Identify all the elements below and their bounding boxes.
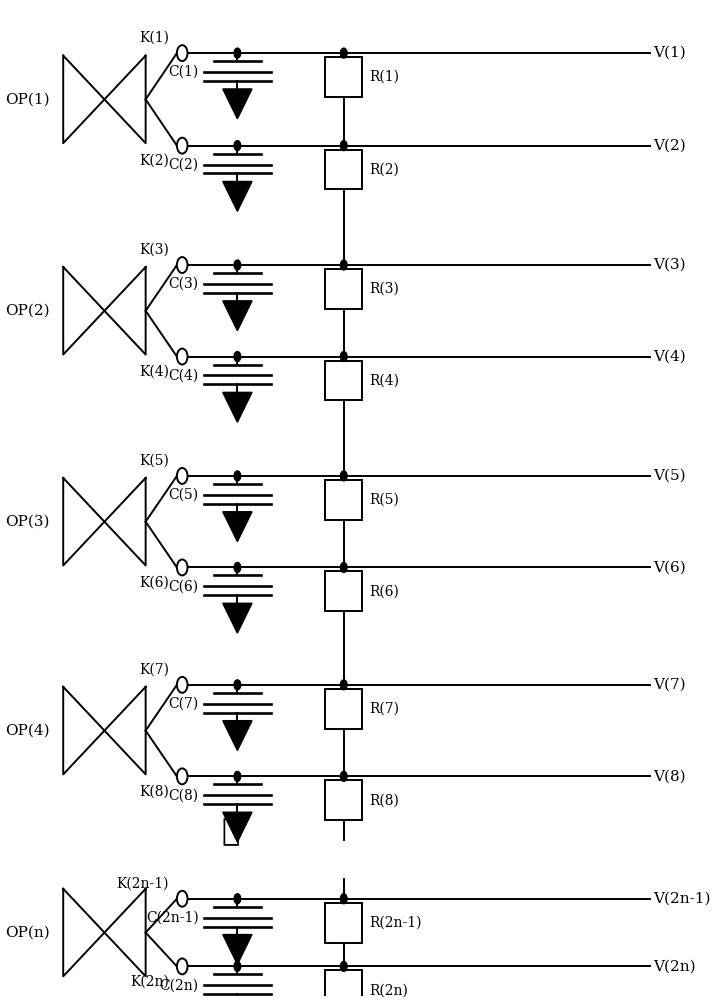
Circle shape <box>234 894 241 904</box>
Polygon shape <box>223 89 252 119</box>
Text: K(6): K(6) <box>139 575 169 589</box>
Circle shape <box>177 958 188 974</box>
Circle shape <box>234 141 241 151</box>
Text: V(2): V(2) <box>653 139 685 153</box>
Circle shape <box>234 48 241 58</box>
Circle shape <box>341 260 347 270</box>
Circle shape <box>341 141 347 151</box>
Text: C(3): C(3) <box>169 277 198 291</box>
Text: C(4): C(4) <box>169 368 198 382</box>
Text: V(8): V(8) <box>653 769 685 783</box>
Text: V(4): V(4) <box>653 350 685 364</box>
Bar <box>325 970 363 1000</box>
Polygon shape <box>223 603 252 633</box>
Circle shape <box>177 677 188 693</box>
Text: R(4): R(4) <box>369 373 399 387</box>
Text: R(7): R(7) <box>369 702 399 716</box>
Circle shape <box>234 680 241 690</box>
Text: C(2): C(2) <box>169 158 198 172</box>
Bar <box>325 689 363 729</box>
Polygon shape <box>223 721 252 751</box>
Text: C(8): C(8) <box>169 788 198 802</box>
Polygon shape <box>223 181 252 211</box>
Text: R(2): R(2) <box>369 163 399 177</box>
Text: R(6): R(6) <box>369 584 399 598</box>
Text: C(1): C(1) <box>169 65 198 79</box>
Bar <box>325 480 363 520</box>
Text: V(6): V(6) <box>653 560 685 574</box>
Text: R(2n-1): R(2n-1) <box>369 916 421 930</box>
Text: OP(n): OP(n) <box>5 926 49 940</box>
Circle shape <box>177 257 188 273</box>
Bar <box>325 903 363 943</box>
Circle shape <box>341 771 347 781</box>
Text: K(4): K(4) <box>139 365 169 379</box>
Circle shape <box>341 352 347 362</box>
Text: V(5): V(5) <box>653 469 685 483</box>
Circle shape <box>234 961 241 971</box>
Polygon shape <box>223 812 252 842</box>
Text: K(7): K(7) <box>139 663 169 677</box>
Circle shape <box>341 894 347 904</box>
Text: K(2n-1): K(2n-1) <box>116 877 169 891</box>
Text: K(2): K(2) <box>139 154 169 168</box>
Text: R(3): R(3) <box>369 282 399 296</box>
Text: V(2n): V(2n) <box>653 959 695 973</box>
Circle shape <box>177 891 188 907</box>
Polygon shape <box>223 392 252 422</box>
Circle shape <box>234 471 241 481</box>
Polygon shape <box>223 301 252 331</box>
Text: K(5): K(5) <box>139 454 169 468</box>
Text: V(2n-1): V(2n-1) <box>653 892 710 906</box>
Text: OP(2): OP(2) <box>5 304 49 318</box>
Circle shape <box>177 349 188 365</box>
Circle shape <box>234 562 241 572</box>
Polygon shape <box>223 935 252 964</box>
Text: K(8): K(8) <box>139 784 169 798</box>
Text: C(5): C(5) <box>169 488 198 502</box>
Circle shape <box>341 471 347 481</box>
Circle shape <box>234 352 241 362</box>
Circle shape <box>177 138 188 154</box>
Circle shape <box>234 771 241 781</box>
Bar <box>325 269 363 309</box>
Polygon shape <box>223 512 252 542</box>
Circle shape <box>177 768 188 784</box>
Text: K(3): K(3) <box>139 243 169 257</box>
Bar <box>325 57 363 97</box>
Text: V(7): V(7) <box>653 678 685 692</box>
Bar <box>325 780 363 820</box>
Text: K(1): K(1) <box>139 31 169 45</box>
Text: OP(1): OP(1) <box>5 92 49 106</box>
Circle shape <box>177 559 188 575</box>
Text: R(1): R(1) <box>369 70 399 84</box>
Text: ⋮: ⋮ <box>221 817 240 848</box>
Circle shape <box>234 260 241 270</box>
Text: C(6): C(6) <box>169 579 198 593</box>
Bar <box>325 150 363 189</box>
Circle shape <box>341 680 347 690</box>
Text: R(5): R(5) <box>369 493 399 507</box>
Text: R(2n): R(2n) <box>369 983 408 997</box>
Text: C(2n): C(2n) <box>160 978 198 992</box>
Text: R(8): R(8) <box>369 793 399 807</box>
Text: C(2n-1): C(2n-1) <box>146 911 198 925</box>
Bar <box>325 571 363 611</box>
Circle shape <box>341 48 347 58</box>
Circle shape <box>341 562 347 572</box>
Circle shape <box>341 961 347 971</box>
Circle shape <box>177 468 188 484</box>
Bar <box>325 361 363 400</box>
Text: OP(4): OP(4) <box>5 724 49 738</box>
Text: V(1): V(1) <box>653 46 685 60</box>
Text: OP(3): OP(3) <box>5 515 49 529</box>
Text: V(3): V(3) <box>653 258 685 272</box>
Text: C(7): C(7) <box>169 697 198 711</box>
Circle shape <box>177 45 188 61</box>
Text: K(2n): K(2n) <box>130 974 169 988</box>
